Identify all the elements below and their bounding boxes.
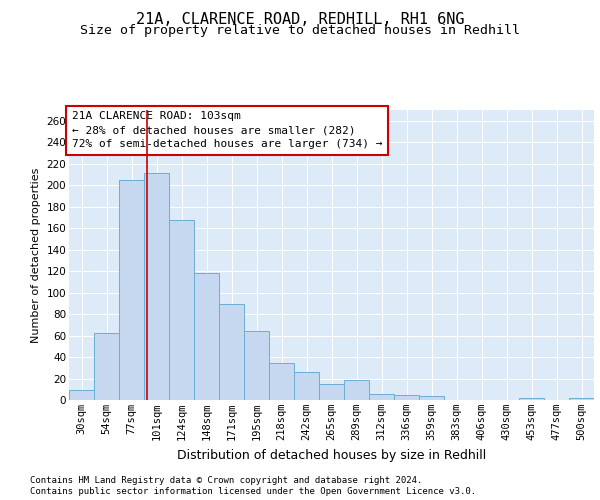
Bar (319, 384, 344, 400)
Bar (144, 174, 169, 400)
Y-axis label: Number of detached properties: Number of detached properties (31, 168, 41, 342)
X-axis label: Distribution of detached houses by size in Redhill: Distribution of detached houses by size … (177, 448, 486, 462)
Text: 21A, CLARENCE ROAD, REDHILL, RH1 6NG: 21A, CLARENCE ROAD, REDHILL, RH1 6NG (136, 12, 464, 28)
Bar (69, 390, 94, 400)
Text: Contains public sector information licensed under the Open Government Licence v3: Contains public sector information licen… (30, 487, 476, 496)
Bar (244, 332, 269, 400)
Text: Contains HM Land Registry data © Crown copyright and database right 2024.: Contains HM Land Registry data © Crown c… (30, 476, 422, 485)
Bar (344, 380, 369, 400)
Bar (569, 398, 594, 400)
Text: Size of property relative to detached houses in Redhill: Size of property relative to detached ho… (80, 24, 520, 37)
Bar (94, 334, 119, 400)
Bar (219, 304, 244, 400)
Text: 21A CLARENCE ROAD: 103sqm
← 28% of detached houses are smaller (282)
72% of semi: 21A CLARENCE ROAD: 103sqm ← 28% of detac… (71, 112, 382, 150)
Bar (194, 274, 219, 400)
Bar (369, 394, 394, 400)
Bar (269, 364, 294, 400)
Bar (169, 220, 194, 400)
Bar (119, 180, 144, 400)
Bar (419, 396, 444, 400)
Bar (394, 394, 419, 400)
Bar (294, 372, 319, 400)
Bar (519, 398, 544, 400)
